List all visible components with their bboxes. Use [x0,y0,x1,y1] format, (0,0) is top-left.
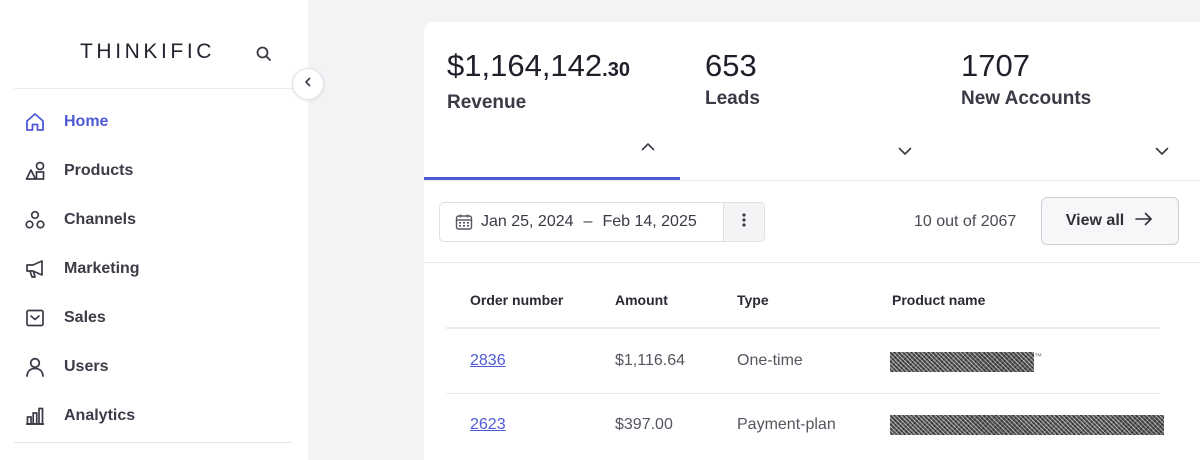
view-all-button[interactable]: View all [1041,197,1179,245]
sidebar-item-channels[interactable]: Channels [14,200,292,240]
order-type: One-time [737,352,803,369]
metric-label: Leads [705,88,760,109]
order-type: Payment-plan [737,416,836,433]
shapes-icon [22,158,48,184]
column-header-product-name[interactable]: Product name [892,292,986,308]
sidebar-item-label: Products [64,162,134,179]
date-range-button[interactable]: Jan 25, 2024 – Feb 14, 2025 [440,203,723,241]
sidebar-item-label: Home [64,113,109,130]
redacted-product-name [890,352,1034,372]
order-number-link[interactable]: 2836 [470,352,506,369]
sidebar-item-label: Channels [64,211,137,228]
collapse-sidebar-button[interactable] [292,68,324,100]
chevron-down-icon[interactable] [896,144,914,156]
metric-value: 1707 [961,48,1030,83]
column-header-order-number[interactable]: Order number [470,292,564,308]
megaphone-icon [22,256,48,282]
result-count: 10 out of 2067 [914,213,1017,230]
date-start: Jan 25, 2024 [481,213,574,230]
sidebar-item-analytics[interactable]: Analytics [14,396,292,436]
trademark-symbol: ™ [1034,352,1042,361]
brand-logo: THINKIFIC [80,40,216,63]
divider [14,88,292,89]
column-header-type[interactable]: Type [737,292,769,308]
column-header-amount[interactable]: Amount [615,292,668,308]
metric-label: Revenue [447,92,527,113]
channels-icon [22,207,48,233]
kebab-icon [742,212,746,233]
search-icon[interactable] [254,44,274,64]
more-options-button[interactable] [723,203,764,241]
date-end: Feb 14, 2025 [602,213,697,230]
sidebar-item-label: Analytics [64,407,136,424]
sidebar-item-sales[interactable]: Sales [14,298,292,338]
sidebar-item-users[interactable]: Users [14,347,292,387]
order-amount: $1,116.64 [615,352,685,369]
metric-value: 653 [705,48,757,83]
date-separator: – [583,213,593,230]
brand-row: THINKIFIC [0,0,308,90]
order-amount: $397.00 [615,416,673,433]
arrow-right-icon [1134,211,1154,232]
chevron-down-icon[interactable] [1153,144,1171,156]
sidebar-item-label: Marketing [64,260,140,277]
metric-label: New Accounts [961,88,1092,109]
metric-leads[interactable]: 653 Leads [705,48,760,110]
metric-revenue[interactable]: $1,164,142.30 Revenue [447,48,630,114]
sidebar-item-marketing[interactable]: Marketing [14,249,292,289]
divider [446,393,1160,394]
user-icon [22,354,48,380]
metric-new-accounts[interactable]: 1707 New Accounts [961,48,1091,110]
home-icon [22,109,48,135]
divider [14,442,292,443]
dashboard-card: $1,164,142.30 Revenue 653 Leads 1707 New… [424,22,1200,460]
divider [424,262,1200,263]
redacted-product-name [890,415,1164,435]
inbox-icon [22,305,48,331]
divider [424,180,1200,181]
chevron-left-icon [302,75,314,93]
calendar-icon [454,212,474,232]
active-tab-indicator [424,177,680,180]
divider [446,327,1160,329]
order-number-link[interactable]: 2623 [470,416,506,433]
sidebar-item-label: Users [64,358,109,375]
sidebar-item-home[interactable]: Home [14,102,292,142]
view-all-label: View all [1065,212,1125,229]
sidebar-item-label: Sales [64,309,106,326]
sidebar-item-products[interactable]: Products [14,151,292,191]
chevron-up-icon[interactable] [639,140,657,152]
metric-value: $1,164,142.30 [447,48,630,83]
sidebar: THINKIFIC Home Products Channels [0,0,308,460]
bar-chart-icon [22,403,48,429]
date-range-picker: Jan 25, 2024 – Feb 14, 2025 [439,202,765,242]
